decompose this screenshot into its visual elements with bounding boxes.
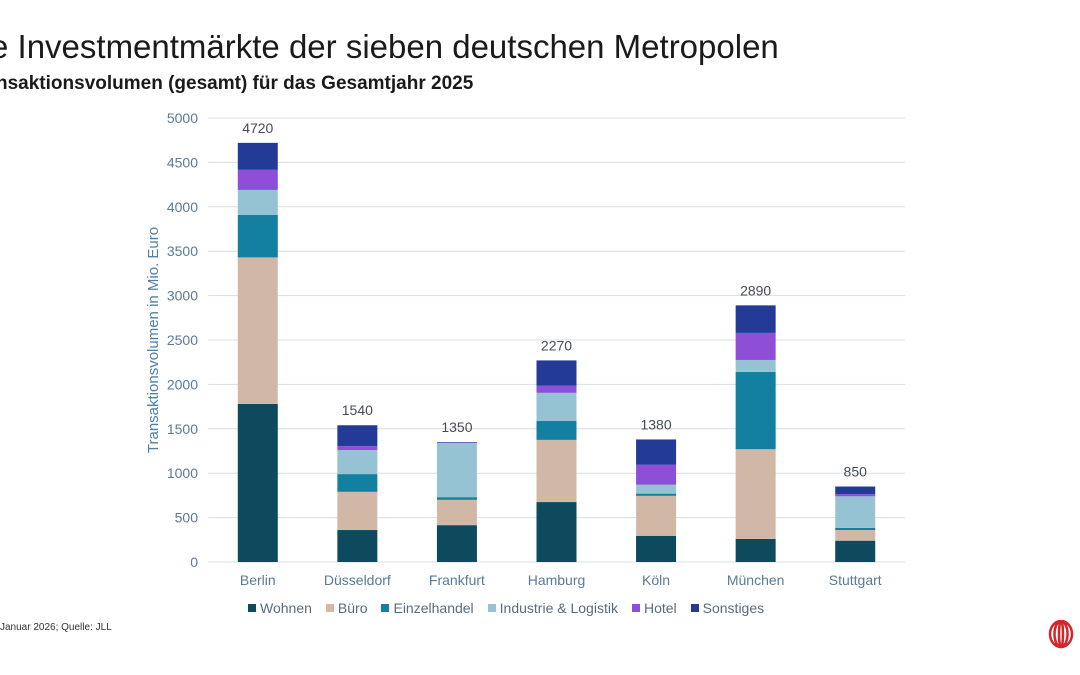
total-label: 1380 — [640, 416, 671, 432]
y-tick-label: 1500 — [167, 421, 198, 437]
bar-segment-b-ro — [337, 491, 378, 531]
bar-segment-einzelhandel — [636, 493, 677, 496]
bar-segment-industrie-logistik — [337, 450, 378, 475]
legend-item: Sonstiges — [690, 600, 765, 616]
legend-item: Hotel — [631, 600, 677, 616]
y-tick-label: 2000 — [167, 376, 198, 392]
source-note: Januar 2026; Quelle: JLL — [0, 622, 112, 633]
total-label: 4720 — [242, 120, 273, 136]
legend-swatch — [325, 604, 334, 612]
x-tick-label: Hamburg — [528, 572, 586, 588]
legend-item: Wohnen — [248, 600, 312, 616]
x-tick-label: Köln — [642, 572, 670, 588]
legend-label: Hotel — [643, 600, 677, 616]
x-tick-label: Düsseldorf — [324, 572, 391, 588]
bar-segment-einzelhandel — [436, 497, 477, 500]
bar-segment-wohnen — [536, 502, 577, 562]
bar-segment-b-ro — [835, 530, 876, 541]
legend-swatch — [631, 604, 640, 612]
bar-segment-sonstiges — [536, 360, 577, 386]
x-tick-label: Stuttgart — [829, 572, 882, 588]
legend-swatch — [381, 604, 390, 612]
bar-segment-wohnen — [436, 525, 477, 562]
legend-label: Einzelhandel — [393, 600, 474, 616]
bar-segment-hotel — [636, 464, 677, 485]
y-tick-label: 2500 — [167, 332, 198, 348]
legend-swatch — [248, 604, 256, 612]
bar-segment-einzelhandel — [536, 420, 577, 440]
bar-segment-hotel — [337, 446, 378, 451]
total-label: 850 — [844, 464, 868, 480]
bar-segment-b-ro — [636, 495, 677, 536]
bar-segment-b-ro — [436, 499, 477, 526]
bar-segment-b-ro — [735, 449, 776, 539]
total-label: 2270 — [541, 337, 572, 353]
y-tick-label: 3500 — [167, 243, 198, 259]
bar-segment-wohnen — [237, 403, 278, 562]
bar-segment-sonstiges — [835, 486, 876, 495]
bar-segment-b-ro — [237, 257, 278, 404]
bar-segment-industrie-logistik — [536, 392, 577, 421]
page-subtitle: nsaktionsvolumen (gesamt) für das Gesamt… — [0, 73, 474, 94]
y-tick-label: 4000 — [167, 199, 198, 215]
bar-segment-industrie-logistik — [237, 189, 278, 215]
y-tick-label: 1000 — [167, 465, 198, 481]
bar-segment-wohnen — [735, 538, 776, 562]
bar-segment-b-ro — [536, 439, 577, 503]
legend-item: Büro — [325, 600, 368, 616]
y-tick-label: 0 — [190, 554, 198, 570]
bar-segment-hotel — [735, 332, 776, 360]
jll-logo — [1047, 619, 1080, 655]
y-tick-label: 5000 — [167, 110, 198, 126]
total-label: 2890 — [740, 282, 771, 298]
bar-segment-einzelhandel — [835, 527, 876, 531]
legend-label: Büro — [337, 600, 368, 616]
legend-swatch — [487, 604, 496, 612]
bar-segment-wohnen — [636, 535, 677, 562]
x-tick-label: Frankfurt — [429, 572, 485, 588]
bar-segment-industrie-logistik — [436, 443, 477, 498]
total-label: 1540 — [342, 402, 373, 418]
bar-segment-einzelhandel — [735, 371, 776, 450]
total-label: 1350 — [441, 419, 472, 435]
y-tick-label: 3000 — [167, 288, 198, 304]
y-tick-label: 4500 — [167, 154, 198, 170]
legend-item: Einzelhandel — [381, 600, 474, 616]
y-tick-label: 500 — [175, 510, 199, 526]
legend-label: Wohnen — [260, 600, 312, 616]
logo-icon — [1048, 619, 1074, 649]
bar-segment-sonstiges — [237, 142, 278, 170]
bar-segment-sonstiges — [735, 305, 776, 333]
bar-segment-industrie-logistik — [835, 496, 876, 528]
legend-label: Industrie & Logistik — [499, 600, 618, 616]
legend-label: Sonstiges — [702, 600, 765, 616]
bar-segment-sonstiges — [337, 425, 378, 447]
bar-segment-einzelhandel — [337, 474, 378, 492]
y-axis-label: Transaktionsvolumen in Mio. Euro — [145, 227, 162, 453]
bar-segment-sonstiges — [636, 439, 677, 465]
chart-legend: Wohnen Büro Einzelhandel Industrie & Logist… — [248, 600, 764, 616]
bar-segment-wohnen — [835, 540, 876, 562]
legend-swatch — [690, 604, 699, 612]
x-tick-label: Berlin — [240, 572, 276, 588]
bar-segment-hotel — [536, 385, 577, 393]
bar-segment-industrie-logistik — [735, 359, 776, 372]
stacked-bar-chart: 0 500 1000 1500 2000 2500 3000 3500 4000 4500 5000… — [145, 110, 905, 588]
bar-segment-hotel — [835, 494, 876, 497]
bar-segment-hotel — [237, 169, 278, 190]
legend-item: Industrie & Logistik — [487, 600, 618, 616]
x-tick-label: München — [727, 572, 785, 588]
bar-segment-industrie-logistik — [636, 484, 677, 494]
bar-segment-einzelhandel — [237, 214, 278, 258]
bar-segment-wohnen — [337, 530, 378, 562]
page-title: e Investmentmärkte der sieben deutschen … — [0, 28, 779, 65]
